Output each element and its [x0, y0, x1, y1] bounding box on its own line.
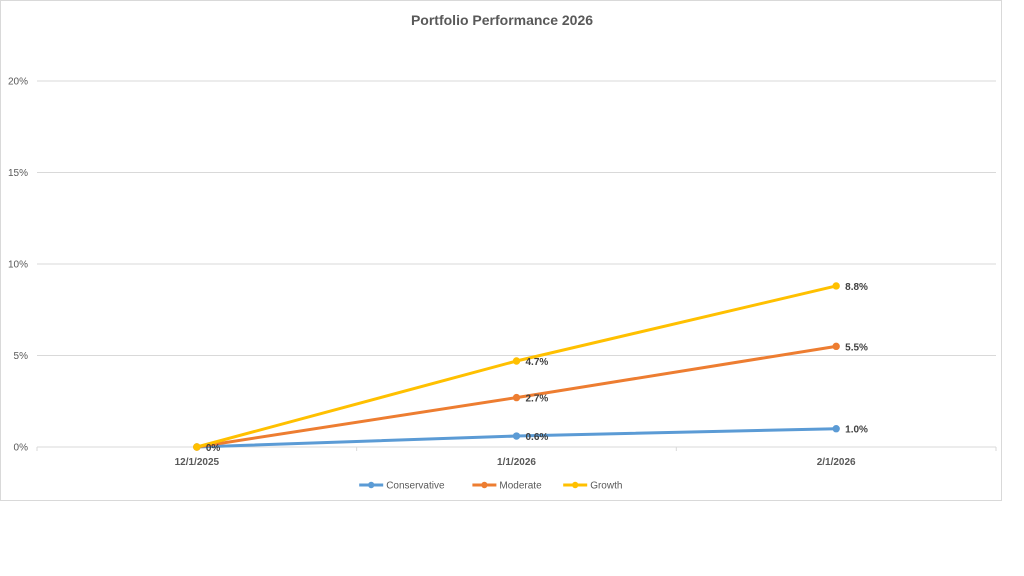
legend-label-growth: Growth	[590, 481, 622, 492]
data-label-moderate: 2.7%	[526, 394, 549, 405]
y-tick-label: 10%	[8, 260, 28, 271]
data-label-conservative: 0.6%	[526, 432, 549, 443]
series-line-growth	[195, 284, 838, 449]
data-point-conservative	[832, 425, 840, 433]
legend-marker-growth	[572, 481, 579, 489]
y-tick-label: 15%	[8, 168, 28, 179]
data-label-moderate: 5.5%	[845, 342, 868, 353]
data-point-growth	[193, 443, 201, 451]
chart-frame: Portfolio Performance 2026	[0, 0, 1002, 501]
x-tick-label: 2/1/2026	[817, 457, 856, 468]
data-point-moderate	[512, 393, 521, 402]
data-label-growth: 0%	[206, 443, 221, 454]
y-tick-label: 20%	[8, 77, 28, 88]
data-point-growth	[512, 357, 521, 365]
y-tick-label: 0%	[14, 443, 29, 454]
x-tick-label: 1/1/2026	[497, 457, 536, 468]
data-label-growth: 8.8%	[845, 282, 868, 293]
chart-title: Portfolio Performance 2026	[410, 12, 594, 28]
data-label-growth: 4.7%	[526, 357, 549, 368]
y-tick-label: 5%	[14, 351, 29, 362]
data-point-conservative	[512, 432, 521, 440]
data-point-moderate	[832, 342, 840, 351]
legend-marker-moderate	[481, 481, 488, 489]
legend-label-moderate: Moderate	[499, 481, 542, 492]
legend-label-conservative: Conservative	[386, 481, 445, 492]
legend-marker-conservative	[368, 481, 375, 489]
data-point-growth	[832, 282, 840, 290]
x-tick-label: 12/1/2025	[175, 457, 220, 468]
data-label-conservative: 1.0%	[845, 425, 868, 436]
